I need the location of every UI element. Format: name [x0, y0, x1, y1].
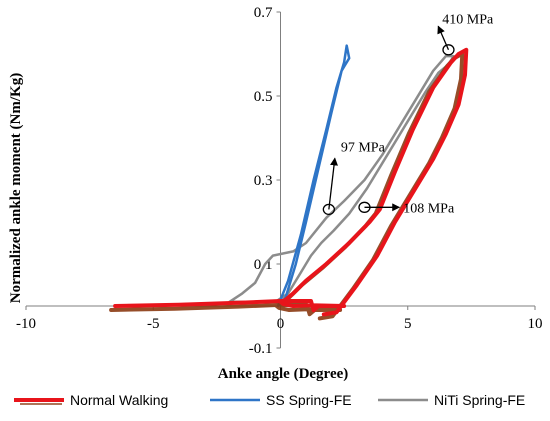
series-line-ss-spring-fe: [276, 44, 351, 308]
y-tick-label: 0.5: [254, 89, 273, 105]
legend-label: NiTi Spring-FE: [434, 392, 525, 408]
series-line-normal-walking: [113, 47, 469, 317]
x-tick-label: 5: [404, 316, 412, 332]
y-axis-title: Normalized ankle moment (Nm/Kg): [8, 73, 24, 303]
legend-label: Normal Walking: [70, 392, 168, 408]
y-tick-label: -0.1: [249, 341, 273, 357]
series-line-niti-spring-fe: [228, 54, 455, 304]
annotation-arrow: [437, 25, 450, 51]
axes: -10 -5 0 5 10-0.10.10.30.50.7: [16, 5, 543, 357]
x-tick-label: 10: [528, 316, 543, 332]
annotation-label: 97 MPa: [341, 140, 386, 155]
y-tick-label: 0.7: [254, 5, 273, 21]
annotation-arrow: [328, 157, 339, 210]
annotation-label: 108 MPa: [403, 201, 455, 216]
series-shadow-normal-walking: [109, 51, 465, 321]
x-tick-label: -10: [16, 316, 36, 332]
annotation-label: 410 MPa: [442, 12, 494, 27]
x-tick-label: -5: [147, 316, 160, 332]
x-tick-label: 0: [277, 316, 285, 332]
legend: Normal Walking SS Spring-FE NiTi Spring-FE: [14, 392, 525, 408]
legend-label: SS Spring-FE: [266, 392, 352, 408]
annotation-marker: [442, 44, 455, 56]
annotations: 410 MPa 97 MPa 108 MPa: [322, 12, 494, 216]
plot-area: [109, 44, 469, 321]
x-axis-title: Anke angle (Degree): [218, 366, 349, 382]
y-tick-label: 0.3: [254, 173, 273, 189]
